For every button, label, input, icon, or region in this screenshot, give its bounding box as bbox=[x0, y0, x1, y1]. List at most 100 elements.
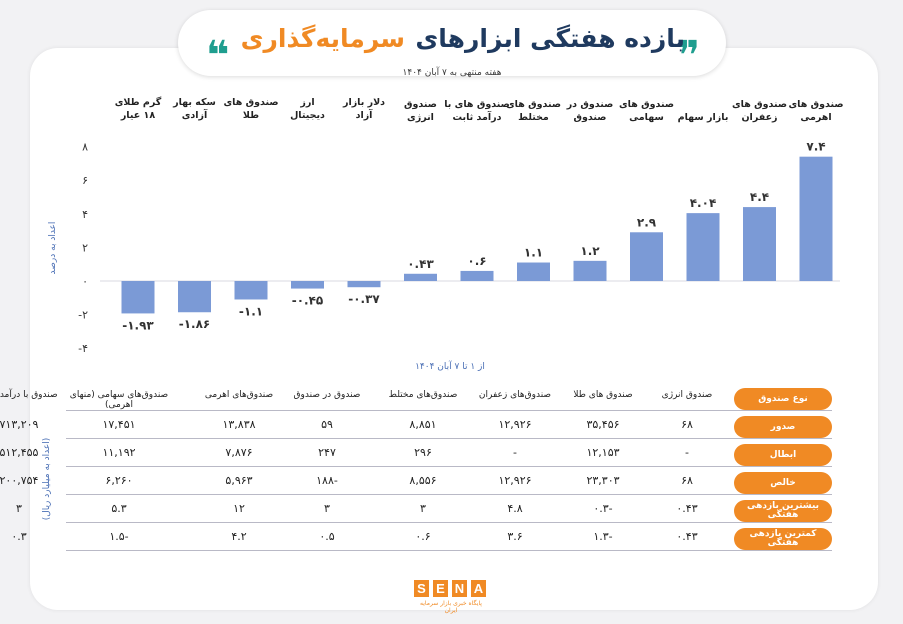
table-cell: -۱۸۸ bbox=[316, 474, 338, 487]
table-cell: -۰.۳ bbox=[593, 502, 613, 515]
table-cell: ۳۵,۴۵۶ bbox=[586, 418, 620, 431]
table-cell: -۱.۳ bbox=[593, 530, 613, 543]
category-label: ارز bbox=[299, 97, 314, 108]
table-cell: ۸,۸۵۱ bbox=[409, 418, 437, 431]
table-cell: ۳ bbox=[420, 502, 426, 515]
category-label: مختلط bbox=[518, 112, 549, 123]
table-cell: ۳ bbox=[16, 502, 22, 515]
bar bbox=[291, 281, 324, 289]
logo-letter: N bbox=[452, 580, 467, 597]
table-cell: - bbox=[685, 446, 689, 459]
row-header-pill: بیشترین بازدهی هفتگی bbox=[734, 500, 832, 522]
table-cell: ۱۲ bbox=[233, 502, 245, 515]
category-label: زعفران bbox=[741, 112, 777, 123]
y-axis-label: اعداد به درصد bbox=[48, 222, 58, 275]
logo-letter: A bbox=[471, 580, 486, 597]
bar-value-label: ۰.۶ bbox=[467, 254, 486, 268]
category-label: دلار بازار bbox=[342, 97, 385, 108]
bar-value-label: ۷.۴ bbox=[806, 140, 825, 154]
category-label: صندوق های bbox=[223, 97, 278, 108]
category-label: صندوق bbox=[574, 112, 607, 123]
quote-close-icon: ❞ bbox=[676, 33, 700, 79]
table-cell: ۳.۶ bbox=[507, 530, 523, 543]
table-cell: ۴.۲ bbox=[231, 530, 247, 543]
category-label: صندوق های bbox=[788, 99, 843, 110]
table-row: خالص ۶۸ ۲۳,۳۰۳ ۱۲,۹۲۶ ۸,۵۵۶ -۱۸۸ ۵,۹۶۳ ۶,۲۶۰ ۲۰۰… bbox=[0, 468, 832, 495]
bar-value-label: -۰.۳۷ bbox=[348, 292, 380, 306]
category-label: صندوق های bbox=[619, 99, 674, 110]
bar bbox=[743, 207, 776, 281]
category-label: آزاد bbox=[356, 108, 374, 121]
bar bbox=[178, 281, 211, 313]
category-label: آزادی bbox=[182, 108, 208, 121]
y-tick-label: -۴ bbox=[78, 342, 88, 355]
table-cell: ۱۱,۱۹۲ bbox=[102, 446, 136, 459]
column-header: صندوق‌های سهامی (منهای اهرمی) bbox=[69, 390, 169, 410]
column-header: صندوق با درآمد ثابت bbox=[0, 390, 58, 400]
table-cell: ۰.۴۳ bbox=[676, 530, 698, 543]
bar-value-label: -۱.۹۳ bbox=[122, 318, 154, 332]
table-cell: ۰.۴۳ bbox=[676, 502, 698, 515]
bar-value-label: ۱.۱ bbox=[524, 246, 543, 260]
page-title: بازده هفتگی ابزارهای bbox=[415, 24, 685, 53]
sena-logo: S E N A پایگاه خبری بازار سرمایه ایران bbox=[414, 580, 488, 614]
y-tick-label: ۰ bbox=[82, 275, 88, 288]
row-header-pill: کمترین بازدهی هفتگی bbox=[734, 528, 832, 550]
table-row: بیشترین بازدهی هفتگی ۰.۴۳ -۰.۳ ۴.۸ ۳ ۳ ۱۲ ۵.۳ ۳ bbox=[16, 496, 832, 523]
table-cell: ۱۲,۱۵۳ bbox=[586, 446, 620, 459]
table-cell: ۵.۳ bbox=[111, 502, 127, 515]
table-cell: ۷۱۳,۲۰۹ bbox=[0, 418, 39, 431]
table-cell: ۵۹ bbox=[321, 418, 333, 431]
table-row: کمترین بازدهی هفتگی ۰.۴۳ -۱.۳ ۳.۶ ۰.۶ ۰.۵ ۴.۲ -… bbox=[11, 524, 832, 551]
category-label: صندوق های bbox=[506, 99, 561, 110]
column-header: صندوق در صندوق bbox=[293, 390, 361, 400]
category-label: اهرمی bbox=[800, 112, 831, 123]
table-header-row: نوع صندوق صندوق انرژی صندوق های طلا صندوق‌ه… bbox=[0, 384, 832, 411]
bar-value-label: ۰.۴۳ bbox=[407, 257, 434, 271]
bar bbox=[517, 262, 550, 281]
table-cell: ۶۸ bbox=[681, 474, 693, 487]
table-cell: ۱۲,۹۲۶ bbox=[498, 418, 532, 431]
table-cell: ۵,۹۶۳ bbox=[225, 474, 253, 487]
bar-value-label: ۲.۹ bbox=[637, 215, 657, 229]
table-cell: ۰.۶ bbox=[415, 530, 431, 543]
category-label: صندوق های با bbox=[444, 99, 510, 110]
bar-value-label: -۱.۸۶ bbox=[179, 317, 211, 331]
quote-open-icon: ❝ bbox=[206, 33, 230, 79]
table-cell: ۳ bbox=[324, 502, 330, 515]
bar bbox=[686, 213, 720, 281]
table-cell: ۷,۸۷۶ bbox=[225, 446, 253, 459]
row-header-pill: خالص bbox=[734, 472, 832, 494]
y-tick-label: ۸ bbox=[82, 141, 88, 154]
category-label: سهامی bbox=[629, 112, 664, 123]
row-header-pill: نوع صندوق bbox=[734, 388, 832, 410]
table-cell: ۴.۸ bbox=[507, 502, 523, 515]
table-cell: ۸,۵۵۶ bbox=[409, 474, 437, 487]
weekly-return-bar-chart: ۸ ۶ ۴ ۲ ۰ -۲ -۴ اعداد به درصد از ۱ تا ۷ آبان ۱۴۰… bbox=[48, 96, 844, 372]
bar bbox=[404, 273, 437, 281]
table-cell: ۰.۵ bbox=[319, 530, 335, 543]
table-cell: - bbox=[513, 446, 517, 459]
page-subtitle: هفته منتهی به ۷ آبان ۱۴۰۴ bbox=[402, 68, 502, 78]
category-label: درآمد ثابت bbox=[452, 110, 501, 123]
table-cell: -۱.۵ bbox=[109, 530, 129, 543]
bar bbox=[630, 232, 663, 281]
y-tick-label: -۲ bbox=[78, 309, 88, 322]
title-banner: ❝ ❞ bbox=[178, 10, 726, 76]
bar-value-label: -۰.۴۵ bbox=[292, 294, 324, 308]
table-axis-label: (اعداد به میلیارد ریال) bbox=[42, 438, 52, 521]
bar bbox=[573, 260, 607, 281]
category-label: طلا bbox=[243, 110, 259, 121]
category-label: دیجیتال bbox=[290, 110, 325, 121]
table-cell: ۶,۲۶۰ bbox=[105, 474, 133, 487]
table-cell: ۵۱۲,۴۵۵ bbox=[0, 446, 39, 459]
logo-letter: E bbox=[433, 580, 448, 597]
column-header: صندوق انرژی bbox=[661, 390, 713, 400]
column-header: صندوق های طلا bbox=[573, 390, 633, 400]
bar-value-label: -۱.۱ bbox=[239, 304, 263, 318]
table-cell: ۰.۳ bbox=[11, 530, 27, 543]
row-header-pill: صدور bbox=[734, 416, 832, 438]
bar bbox=[460, 270, 494, 281]
category-label: صندوق bbox=[404, 99, 437, 110]
category-label: صندوق در bbox=[566, 99, 614, 110]
